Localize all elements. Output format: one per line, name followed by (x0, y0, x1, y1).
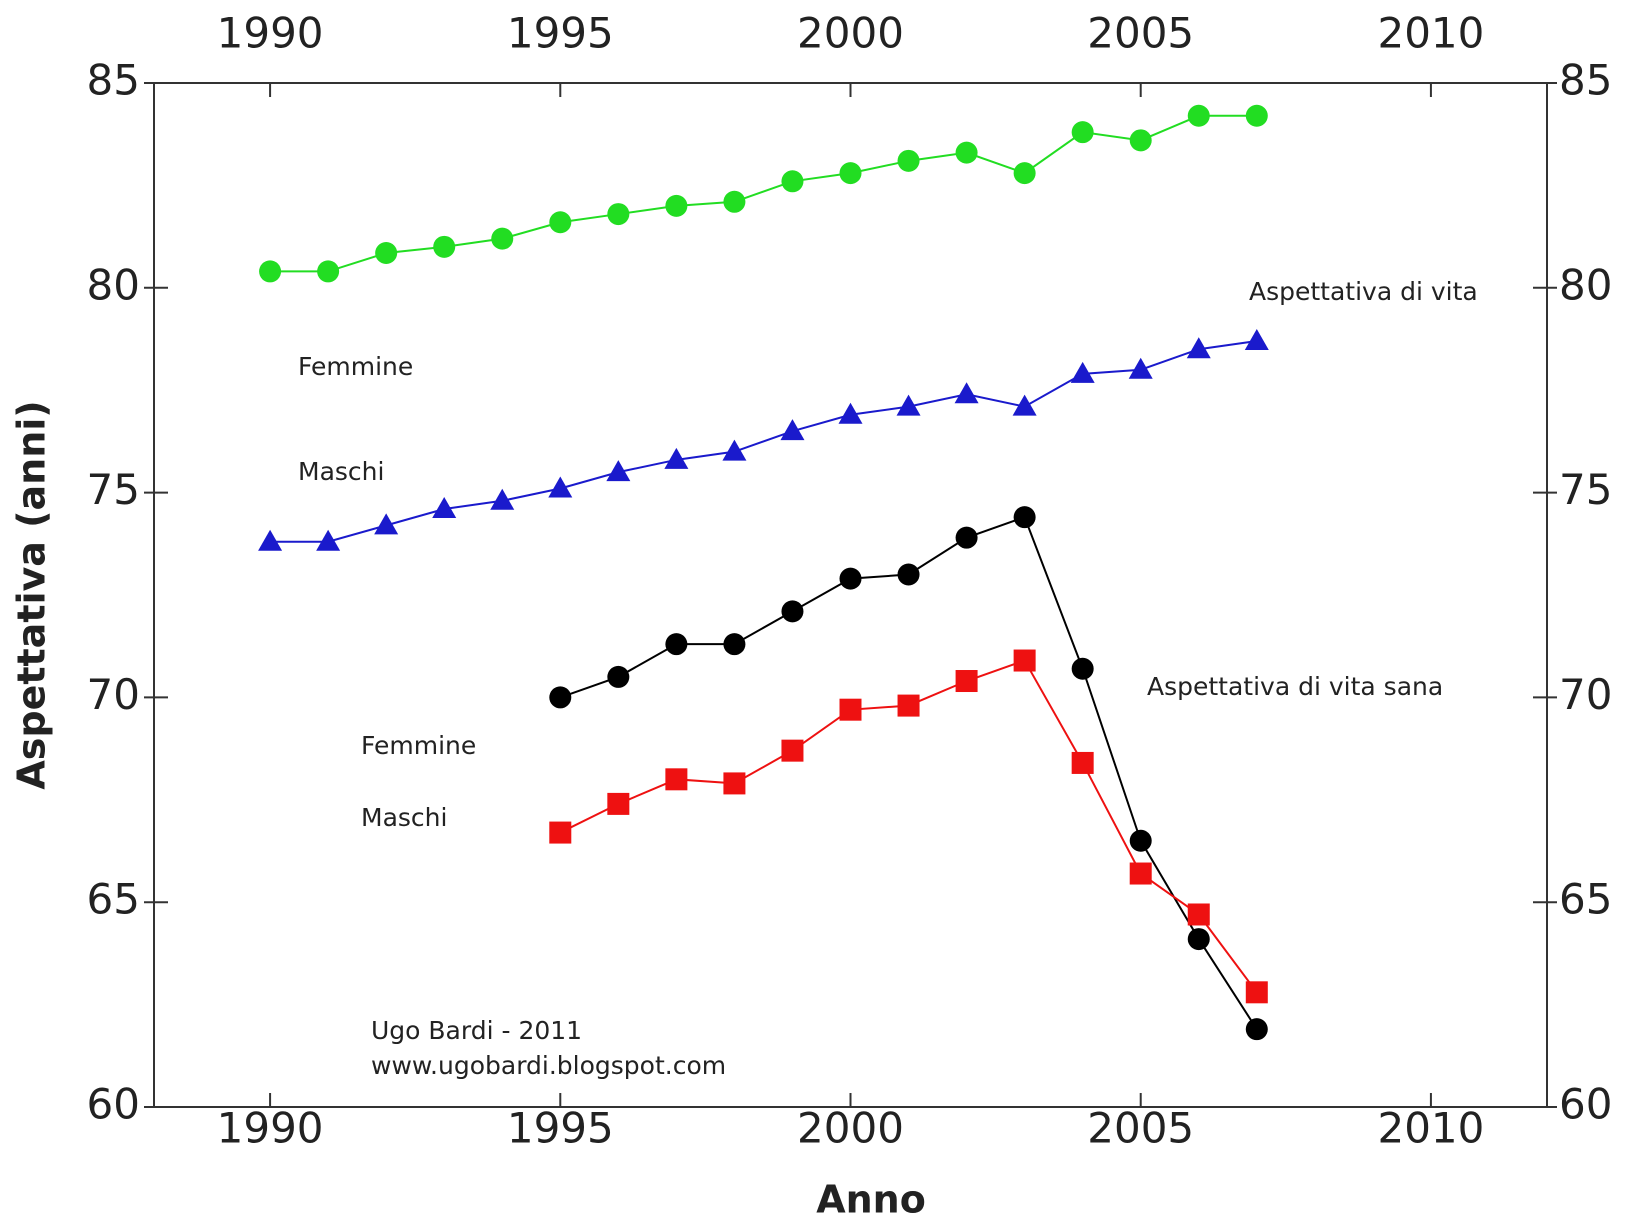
y-tick-label: 80 (87, 260, 140, 309)
y-axis-label: Aspettativa (anni) (10, 400, 54, 789)
marker (1246, 1018, 1268, 1040)
marker (607, 666, 629, 688)
y-tick-label: 75 (87, 465, 140, 514)
marker (549, 211, 571, 233)
marker (665, 195, 687, 217)
annotation: Ugo Bardi - 2011 (371, 1016, 582, 1045)
marker (840, 568, 862, 590)
marker (955, 382, 979, 403)
y-tick-label-right: 75 (1559, 465, 1612, 514)
marker (898, 564, 920, 586)
marker (898, 695, 920, 717)
marker (781, 600, 803, 622)
annotation: Femmine (298, 352, 413, 381)
y-tick-label-right: 80 (1559, 260, 1612, 309)
marker (549, 686, 571, 708)
x-tick-label-top: 1990 (217, 9, 324, 58)
y-tick-label: 70 (87, 670, 140, 719)
marker (781, 170, 803, 192)
marker (1072, 752, 1094, 774)
marker (956, 670, 978, 692)
series-line (270, 341, 1257, 542)
series-line (270, 116, 1257, 272)
marker (723, 772, 745, 794)
annotation: Maschi (361, 803, 447, 832)
marker (607, 203, 629, 225)
x-axis-label: Anno (816, 1178, 926, 1222)
marker (1130, 129, 1152, 151)
x-tick-label-top: 2010 (1377, 9, 1484, 58)
x-tick-label-top: 1995 (507, 9, 614, 58)
x-tick-label: 2005 (1087, 1104, 1194, 1153)
y-tick-label-right: 85 (1559, 56, 1612, 105)
marker (375, 242, 397, 264)
annotation: www.ugobardi.blogspot.com (371, 1051, 726, 1080)
marker (723, 633, 745, 655)
marker (665, 768, 687, 790)
marker (491, 228, 513, 250)
marker (1246, 105, 1268, 127)
marker (898, 150, 920, 172)
marker (1188, 903, 1210, 925)
marker (722, 440, 746, 461)
annotation: Aspettativa di vita (1249, 277, 1478, 306)
marker (956, 142, 978, 164)
marker (1188, 105, 1210, 127)
annotation: Maschi (298, 457, 384, 486)
y-tick-label-right: 65 (1559, 875, 1612, 924)
marker (1129, 358, 1153, 379)
y-tick-label: 65 (87, 875, 140, 924)
x-tick-label: 1995 (507, 1104, 614, 1153)
y-tick-label: 85 (87, 56, 140, 105)
marker (1188, 928, 1210, 950)
marker (956, 527, 978, 549)
marker (665, 633, 687, 655)
y-tick-label-right: 60 (1559, 1080, 1612, 1129)
annotation: Femmine (361, 731, 476, 760)
x-tick-label-top: 2000 (797, 9, 904, 58)
marker (259, 260, 281, 282)
marker (1072, 121, 1094, 143)
x-tick-label-top: 2005 (1087, 9, 1194, 58)
annotation: Aspettativa di vita sana (1147, 672, 1443, 701)
marker (840, 162, 862, 184)
marker (1014, 506, 1036, 528)
y-tick-label: 60 (87, 1080, 140, 1129)
marker (1245, 329, 1269, 350)
marker (1014, 162, 1036, 184)
marker (1246, 981, 1268, 1003)
marker (1130, 863, 1152, 885)
marker (840, 699, 862, 721)
x-tick-label: 1990 (217, 1104, 324, 1153)
chart: Anno Aspettativa (anni) 1990 1990 1995 1995… (0, 0, 1639, 1224)
marker (258, 530, 282, 551)
x-tick-label: 2010 (1377, 1104, 1484, 1153)
marker (1072, 658, 1094, 680)
x-tick-label: 2000 (797, 1104, 904, 1153)
marker (781, 740, 803, 762)
marker (607, 793, 629, 815)
marker (317, 260, 339, 282)
plot-frame (154, 83, 1547, 1107)
series-line (560, 517, 1256, 1029)
marker (549, 822, 571, 844)
y-tick-label-right: 70 (1559, 670, 1612, 719)
marker (433, 236, 455, 258)
marker (1130, 830, 1152, 852)
marker (723, 191, 745, 213)
marker (1014, 650, 1036, 672)
